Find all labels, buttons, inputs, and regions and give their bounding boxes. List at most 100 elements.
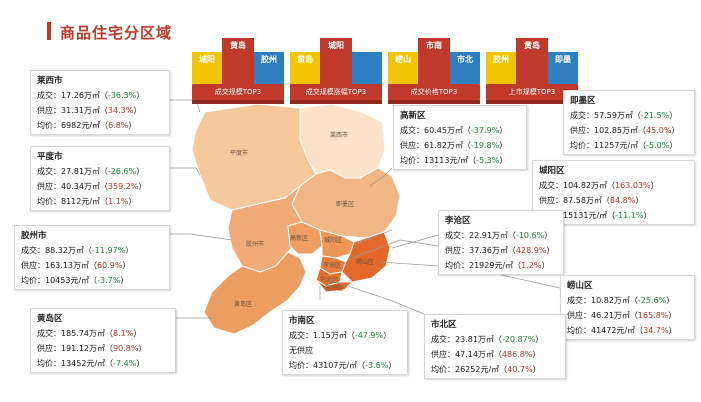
paren: ）: [499, 141, 508, 150]
podium-block-center: 市南: [418, 38, 450, 84]
paren: （: [468, 156, 477, 165]
supply-row: 供应：61.82万㎡（-19.8%）: [400, 140, 520, 151]
deal-row-label: 成交：: [37, 167, 61, 176]
paren: ）: [120, 276, 129, 285]
paren: （: [513, 261, 522, 270]
map-label-chengyang: 城阳区: [324, 236, 342, 244]
map-region-laoshan: [341, 231, 391, 283]
region-card-licang: 李沧区成交：22.91万㎡（-10.6%） 供应：37.36万㎡（428.9%） 均…: [438, 210, 564, 275]
price-row-value: 15131元/㎡: [563, 211, 608, 220]
podium-block-left: 崂山: [388, 52, 418, 84]
deal-row-change: -21.5%: [640, 111, 670, 120]
region-card-jimo: 即墨区 成交：57.59万㎡（-21.5%） 供应：102.85万㎡（45.0%）均…: [563, 90, 695, 155]
price-row-value: 21929元/㎡: [469, 261, 514, 270]
deal-row-change: -11.97%: [91, 246, 126, 255]
supply-row: 无供应: [289, 345, 401, 356]
deal-row-change: -10.6%: [515, 231, 545, 240]
paren: （: [99, 182, 108, 191]
deal-row-label: 成交：: [400, 126, 424, 135]
podium-block-center: 黄岛: [222, 38, 254, 84]
paren: ）: [138, 182, 147, 191]
paren: （: [105, 329, 113, 338]
price-row: 均价：21929元/㎡（1.2%）: [445, 260, 557, 271]
supply-row: 供应：37.36万㎡（428.9%）: [445, 245, 557, 256]
deal-row: 成交：60.45万㎡（-37.9%）: [400, 125, 520, 136]
price-row: 均价：11257元/㎡（-5.0%）: [570, 140, 688, 151]
price-row-value: 10453元/㎡: [45, 276, 90, 285]
supply-row-change: 428.9%: [515, 246, 547, 255]
map-label-jimo: 即墨区: [336, 201, 354, 208]
region-card-pingdu: 平度市 成交：27.81万㎡（-26.6%） 供应：40.34万㎡（359.2%）均…: [30, 146, 170, 211]
podium-label: 成交价格TOP3: [388, 84, 480, 104]
supply-row-label: 供应：: [21, 261, 45, 270]
paren: ）: [388, 361, 397, 370]
supply-row-label: 供应：: [37, 182, 61, 191]
deal-row-change: 163.03%: [615, 181, 651, 190]
region-name: 城阳区: [539, 166, 565, 176]
paren: ）: [546, 246, 555, 255]
paren: （: [100, 121, 109, 130]
price-row: 均价：26252元/㎡（40.7%）: [431, 364, 559, 375]
deal-row-change: 8.1%: [113, 329, 134, 338]
map-label-huangdao: 黄岛区: [234, 300, 252, 308]
price-row: 均价：43107元/㎡（-3.6%）: [289, 360, 401, 371]
price-row-value: 8112元/㎡: [61, 197, 101, 206]
supply-row: 供应：46.21万㎡（165.8%）: [567, 310, 688, 321]
podium-deal-growth: 黄岛 城阳 成交规模涨幅TOP3: [290, 34, 382, 104]
deal-row-label: 成交：: [21, 246, 45, 255]
paren: ）: [541, 261, 550, 270]
price-row: 均价：41472元/㎡（34.7%）: [567, 325, 688, 336]
paren: （: [493, 335, 502, 344]
paren: ）: [138, 344, 147, 353]
deal-row-change: -36.3%: [107, 91, 137, 100]
podium-deal-price: 崂山 市南 市北 成交价格TOP3: [388, 34, 480, 104]
deal-row-change: -26.6%: [107, 167, 137, 176]
paren: ）: [122, 261, 131, 270]
paren: ）: [668, 326, 677, 335]
supply-row-label: 供应：: [570, 126, 594, 135]
deal-row-change: -37.9%: [470, 126, 500, 135]
price-row-change: -3.6%: [365, 361, 389, 370]
region-card-laixi: 莱西市 成交：17.26万㎡（-36.3%） 供应：31.31万㎡（34.3%） 均价…: [30, 70, 170, 135]
deal-row-label: 成交：: [289, 331, 313, 340]
region-name: 高新区: [400, 111, 426, 121]
paren: （: [507, 246, 516, 255]
supply-row-change: 90.8%: [113, 344, 139, 353]
map-region-gaoxin: [287, 221, 323, 255]
deal-row-value: 60.45万㎡: [424, 126, 463, 135]
region-name: 崂山区: [567, 281, 593, 291]
map-label-laixi: 莱西市: [330, 131, 348, 139]
deal-row-label: 成交：: [431, 335, 455, 344]
price-row-change: 40.7%: [507, 365, 533, 374]
paren: （: [629, 311, 638, 320]
region-name: 市北区: [431, 320, 457, 330]
supply-row: 供应：163.13万㎡（60.9%）: [21, 260, 163, 271]
supply-row-value: 87.58万㎡: [563, 196, 602, 205]
paren: ）: [650, 181, 659, 190]
paren: ）: [128, 197, 137, 206]
podium-block-center: 黄岛: [516, 38, 548, 84]
region-name: 市南区: [289, 316, 315, 326]
supply-row-label: 供应：: [431, 350, 455, 359]
region-name: 李沧区: [445, 216, 471, 226]
supply-row-label: 供应：: [539, 196, 563, 205]
paren: ）: [532, 350, 541, 359]
supply-row-change: 486.8%: [501, 350, 533, 359]
paren: ）: [668, 311, 677, 320]
deal-row: 成交：104.82万㎡（163.03%）: [539, 180, 688, 191]
paren: （: [493, 350, 502, 359]
supply-row-change: 34.3%: [107, 106, 134, 115]
price-row-change: -5.3%: [476, 156, 500, 165]
deal-row-value: 104.82万㎡: [563, 181, 607, 190]
paren: （: [83, 246, 92, 255]
paren: ）: [671, 126, 680, 135]
deal-row: 成交：22.91万㎡（-10.6%）: [445, 230, 557, 241]
price-row-value: 41472元/㎡: [591, 326, 636, 335]
supply-row-label: 供应：: [37, 106, 61, 115]
supply-row-change: 165.8%: [637, 311, 669, 320]
supply-row: 供应：40.34万㎡（359.2%）: [37, 181, 163, 192]
price-row-label: 均价：: [567, 326, 591, 335]
deal-row: 成交：27.81万㎡（-26.6%）: [37, 166, 163, 177]
paren: （: [607, 181, 615, 190]
supply-row-value: 40.34万㎡: [61, 182, 100, 191]
